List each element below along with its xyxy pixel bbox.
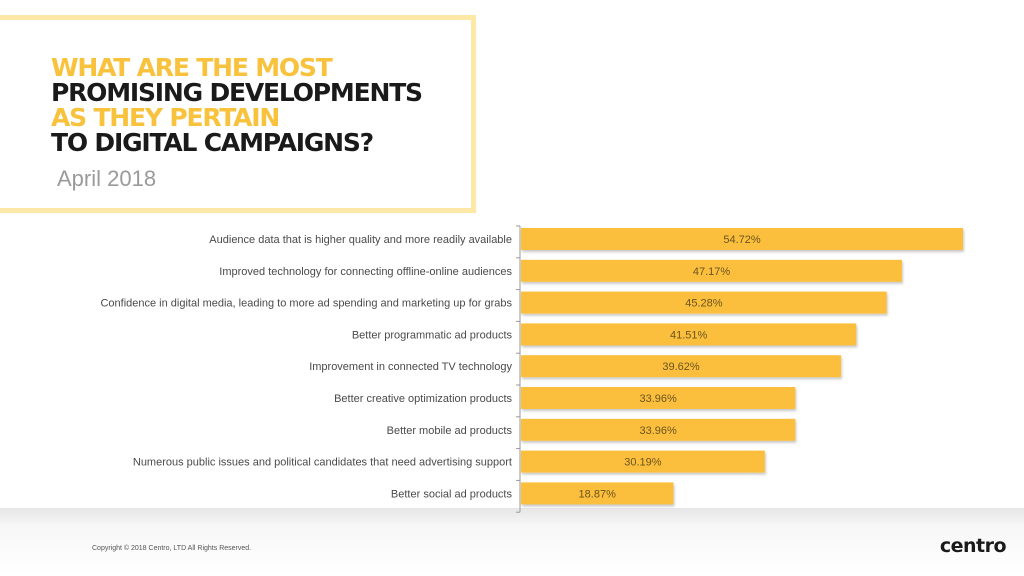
bar-2 [521,259,903,282]
bar-9 [521,482,674,505]
bar-5 [521,355,842,378]
title-line-3: AS THEY PERTAIN [51,103,280,132]
footer-band [0,508,1024,576]
value-label-4: 41.51% [670,329,708,341]
title-line-2: PROMISING DEVELOPMENTS [51,78,423,107]
page-subtitle: April 2018 [57,166,157,191]
copyright-text: Copyright © 2018 Centro, LTD All Rights … [92,545,252,552]
category-label-3: Confidence in digital media, leading to … [100,298,512,310]
bar-3 [521,291,887,314]
category-label-8: Numerous public issues and political can… [133,457,512,469]
category-label-4: Better programmatic ad products [352,329,513,341]
value-label-7: 33.96% [639,425,677,437]
value-label-2: 47.17% [693,266,731,278]
title-line-4: TO DIGITAL CAMPAIGNS? [51,128,374,157]
value-label-5: 39.62% [662,361,700,373]
bar-7 [521,418,796,441]
value-label-9: 18.87% [579,488,617,500]
bar-8 [521,450,765,473]
title-box [0,15,476,213]
bar-6 [521,387,796,409]
category-label-2: Improved technology for connecting offli… [219,266,512,278]
value-label-3: 45.28% [685,298,723,310]
category-label-1: Audience data that is higher quality and… [209,234,512,246]
category-label-9: Better social ad products [391,488,513,500]
category-label-5: Improvement in connected TV technology [309,361,512,373]
category-label-6: Better creative optimization products [334,393,512,405]
centro-logo: centro [939,535,1007,557]
bar-4 [521,323,857,346]
value-label-6: 33.96% [639,393,677,405]
category-label-7: Better mobile ad products [387,425,513,437]
value-label-1: 54.72% [723,234,761,246]
title-line-1: WHAT ARE THE MOST [51,53,333,82]
value-label-8: 30.19% [624,457,662,469]
bar-1 [521,228,963,250]
